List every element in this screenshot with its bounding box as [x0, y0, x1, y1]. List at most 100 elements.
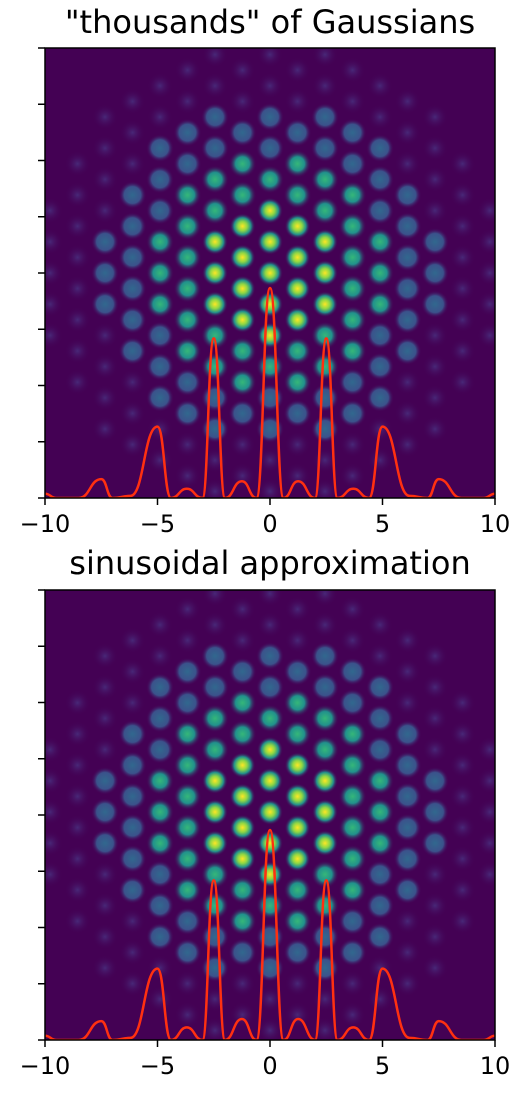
- heatmap-spot: [118, 305, 147, 334]
- heatmap-spot: [202, 228, 228, 255]
- heatmap-spot: [257, 228, 283, 255]
- heatmap-spot: [477, 228, 495, 255]
- heatmap-spot: [338, 337, 367, 365]
- heatmap-spot: [229, 88, 256, 115]
- heatmap-spot: [201, 860, 229, 889]
- panel-0-x-axis: −10 −5 0 5 10: [20, 498, 510, 538]
- heatmap-spot: [338, 118, 367, 147]
- heatmap-spot: [91, 227, 119, 256]
- heatmap-spot: [228, 337, 257, 365]
- heatmap-spot: [119, 400, 146, 427]
- heatmap-spot: [174, 627, 201, 654]
- heatmap-spot: [173, 876, 202, 904]
- heatmap-spot: [173, 907, 202, 936]
- heatmap-spot: [338, 149, 367, 178]
- heatmap-spot: [394, 150, 421, 177]
- heatmap-spot: [64, 721, 91, 747]
- heatmap-spot: [284, 596, 311, 623]
- heatmap-spot: [421, 290, 449, 319]
- heatmap-spot: [174, 596, 201, 623]
- heatmap-spot: [449, 275, 476, 302]
- heatmap-spot: [449, 689, 476, 716]
- heatmap-spot: [366, 673, 394, 702]
- heatmap-spot: [146, 259, 174, 287]
- heatmap-spot: [173, 938, 202, 967]
- heatmap-spot: [283, 938, 312, 967]
- heatmap-spot: [64, 752, 91, 779]
- heatmap-spot: [201, 891, 229, 920]
- heatmap-spot: [202, 611, 228, 638]
- heatmap-spot: [118, 274, 147, 303]
- heatmap-spot: [146, 673, 174, 702]
- heatmap-spot: [421, 829, 449, 858]
- heatmap-spot: [284, 1001, 311, 1028]
- heatmap-spot: [256, 165, 284, 194]
- heatmap-spot: [229, 244, 256, 271]
- heatmap-spot: [119, 150, 146, 177]
- heatmap-spot: [64, 213, 91, 240]
- x-tick-label: 0: [262, 510, 277, 538]
- heatmap-spot: [339, 596, 366, 623]
- heatmap-spot: [147, 643, 173, 669]
- heatmap-spot: [256, 103, 284, 131]
- heatmap-spot: [312, 830, 338, 857]
- x-tick-label: 5: [375, 1052, 390, 1080]
- heatmap-spot: [449, 877, 476, 903]
- heatmap-spot: [257, 478, 283, 498]
- heatmap-spot: [118, 212, 147, 241]
- heatmap-spot: [284, 970, 311, 997]
- heatmap-spot: [284, 462, 311, 489]
- heatmap-spot: [118, 813, 147, 842]
- heatmap-spot: [147, 986, 173, 1013]
- heatmap-spot: [283, 399, 312, 428]
- heatmap-spot: [45, 260, 63, 286]
- heatmap-spot: [393, 876, 422, 904]
- heatmap-spot: [45, 228, 63, 255]
- heatmap-spot: [229, 596, 256, 623]
- heatmap-spot: [201, 673, 229, 702]
- heatmap-spot: [311, 642, 339, 670]
- heatmap-spot: [119, 431, 146, 458]
- heatmap-spot: [91, 259, 119, 287]
- heatmap-spot: [422, 166, 448, 193]
- heatmap-spot: [393, 243, 422, 272]
- heatmap-spot: [422, 197, 448, 224]
- heatmap-spot: [201, 103, 229, 131]
- heatmap-spot: [311, 704, 339, 733]
- heatmap-spot: [311, 321, 339, 350]
- heatmap-spot: [256, 415, 284, 443]
- heatmap-spot: [366, 290, 394, 319]
- heatmap-spot: [92, 353, 118, 380]
- heatmap-spot: [366, 259, 394, 287]
- heatmap-spot: [202, 830, 228, 857]
- heatmap-spot: [229, 275, 256, 302]
- heatmap-spot: [366, 196, 394, 225]
- heatmap-spot: [202, 48, 228, 68]
- heatmap-spot: [338, 907, 367, 936]
- heatmap-spot: [477, 736, 495, 763]
- heatmap-spot: [119, 88, 146, 115]
- heatmap-spot: [45, 767, 63, 794]
- heatmap-spot: [366, 352, 394, 381]
- heatmap-spot: [477, 767, 495, 794]
- heatmap-spot: [118, 720, 147, 748]
- heatmap-spot: [393, 337, 422, 365]
- heatmap-spot: [366, 829, 394, 858]
- heatmap-spot: [92, 322, 118, 349]
- heatmap-spot: [257, 72, 283, 99]
- panel-1-title: sinusoidal approximation: [69, 544, 470, 582]
- heatmap-spot: [312, 260, 338, 286]
- heatmap-spot: [257, 861, 283, 888]
- heatmap-spot: [173, 212, 202, 241]
- heatmap-spot: [146, 227, 174, 256]
- heatmap-spot: [201, 352, 229, 381]
- heatmap-spot: [422, 104, 448, 130]
- heatmap-spot: [394, 400, 421, 427]
- heatmap-spot: [393, 181, 422, 209]
- heatmap-spot: [92, 892, 118, 919]
- panel-0-profile-line: [45, 286, 495, 498]
- heatmap-spot: [45, 861, 63, 888]
- heatmap-spot: [284, 88, 311, 115]
- heatmap-spot: [91, 829, 119, 858]
- heatmap-spot: [202, 799, 228, 825]
